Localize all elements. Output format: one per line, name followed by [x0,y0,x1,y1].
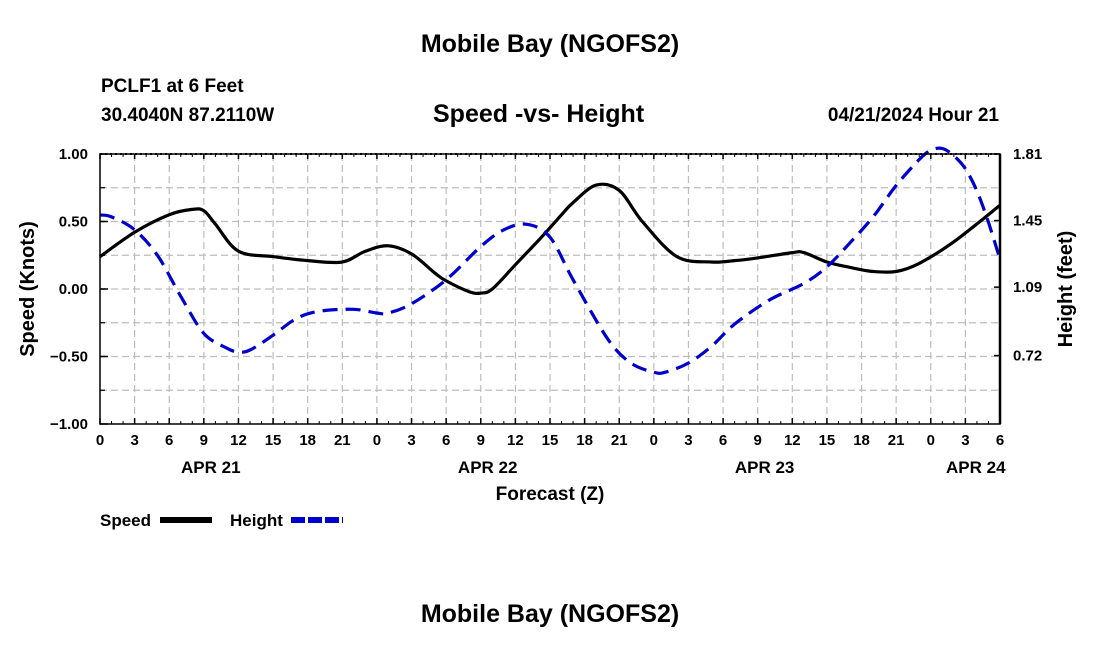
forecast-datetime: 04/21/2024 Hour 21 [827,105,999,126]
chart-title: Speed -vs- Height [433,100,645,128]
x-tick-label: 12 [784,432,801,449]
date-label: APR 22 [458,458,518,477]
x-tick-label: 18 [299,432,316,449]
y-axis-label: Speed (Knots) [17,221,39,357]
height-series-line [99,146,1002,375]
date-label: APR 24 [946,458,1006,477]
x-tick-label: 9 [754,432,762,449]
date-label: APR 21 [181,458,241,477]
x-tick-label: 21 [888,432,905,449]
x-tick-label: 3 [407,432,415,449]
x-tick-label: 9 [200,432,208,449]
x-tick-label: 3 [684,432,692,449]
x-tick-label: 6 [996,432,1004,449]
x-tick-label: 9 [477,432,485,449]
axes: 0 3 6 9 12 15 18 21 0 3 6 9 12 15 18 21 0 3 6 9 12 15 18 21 0 3 6 1… [50,146,1042,477]
x-tick-label: 15 [542,432,559,449]
legend: Speed Height [100,511,343,530]
x-tick-label: 6 [719,432,727,449]
y2-tick-label: 1.81 [1013,146,1042,163]
x-tick-label: 0 [373,432,381,449]
footer-title: Mobile Bay (NGOFS2) [420,600,680,628]
y-tick-label: −0.50 [50,349,88,366]
x-tick-label: 18 [853,432,870,449]
x-tick-label: 0 [96,432,104,449]
legend-speed-label: Speed [100,511,151,530]
x-tick-label: 6 [165,432,173,449]
legend-height-label: Height [230,511,283,530]
page-title: Mobile Bay (NGOFS2) [420,30,680,58]
x-tick-label: 0 [927,432,935,449]
x-tick-label: 3 [961,432,969,449]
x-tick-label: 6 [442,432,450,449]
y2-tick-label: 0.72 [1013,348,1042,365]
speed-series-line [99,182,1001,295]
y2-tick-label: 1.09 [1013,279,1042,296]
y-tick-label: 1.00 [59,146,88,163]
speed-height-chart: 0 3 6 9 12 15 18 21 0 3 6 9 12 15 18 21 0 3 6 9 12 15 18 21 0 3 6 1… [17,146,1077,530]
series-layer [99,146,1002,375]
station-label: PCLF1 at 6 Feet [101,76,244,97]
x-axis-label: Forecast (Z) [496,484,605,505]
x-tick-label: 12 [507,432,524,449]
y2-axis-label: Height (feet) [1055,231,1077,348]
x-tick-label: 18 [576,432,593,449]
y2-tick-label: 1.45 [1013,213,1042,230]
grid [100,154,1000,424]
y-tick-label: 0.00 [59,281,88,298]
x-tick-label: 21 [611,432,628,449]
x-tick-label: 15 [265,432,282,449]
y-tick-label: 0.50 [59,214,88,231]
x-tick-label: 12 [230,432,247,449]
y-tick-label: −1.00 [50,416,88,433]
x-tick-label: 0 [650,432,658,449]
x-tick-label: 3 [130,432,138,449]
x-tick-label: 15 [819,432,836,449]
x-tick-label: 21 [334,432,351,449]
date-label: APR 23 [735,458,795,477]
coordinates-label: 30.4040N 87.2110W [101,105,275,126]
